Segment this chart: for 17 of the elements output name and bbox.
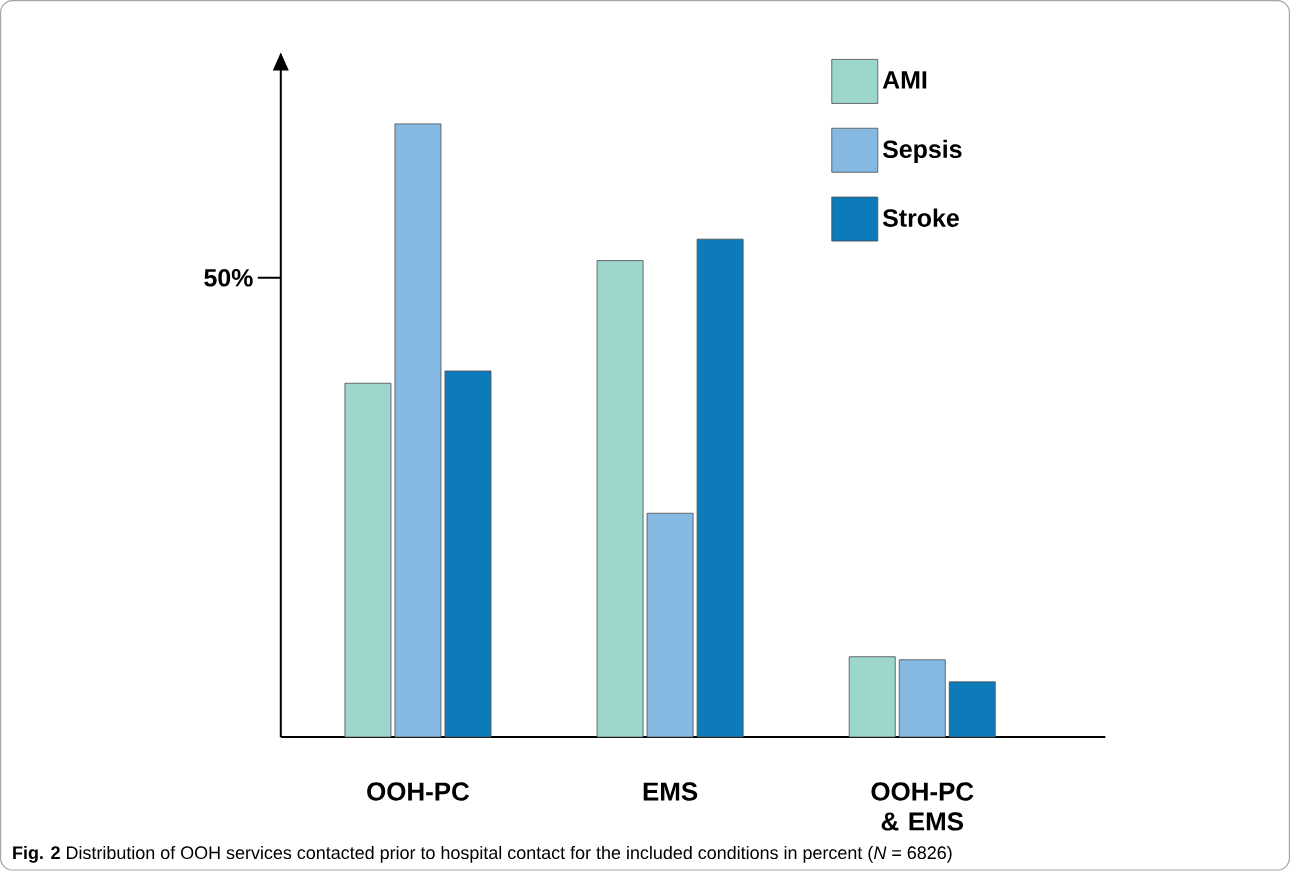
bar (948, 681, 996, 738)
x-tick-label: EMS (643, 782, 698, 801)
bar (646, 512, 694, 738)
bar (848, 656, 896, 738)
legend-label: AMI (882, 71, 927, 89)
x-tick-label: OOH-PC & EMS (871, 782, 974, 831)
x-tick-label: OOH-PC (367, 782, 470, 801)
bar (898, 659, 946, 738)
bar (596, 260, 644, 738)
bar (444, 370, 492, 738)
legend-label: Sepsis (882, 139, 962, 164)
bar (394, 123, 442, 738)
bar (344, 382, 392, 738)
text: 50% (204, 269, 253, 287)
bar (696, 238, 744, 738)
legend-label: Stroke (882, 208, 959, 228)
text: Fig. 2 Distribution of OOH services contacted prior to hospital contact for the included conditions in percent (N = 6826) (13, 846, 952, 863)
